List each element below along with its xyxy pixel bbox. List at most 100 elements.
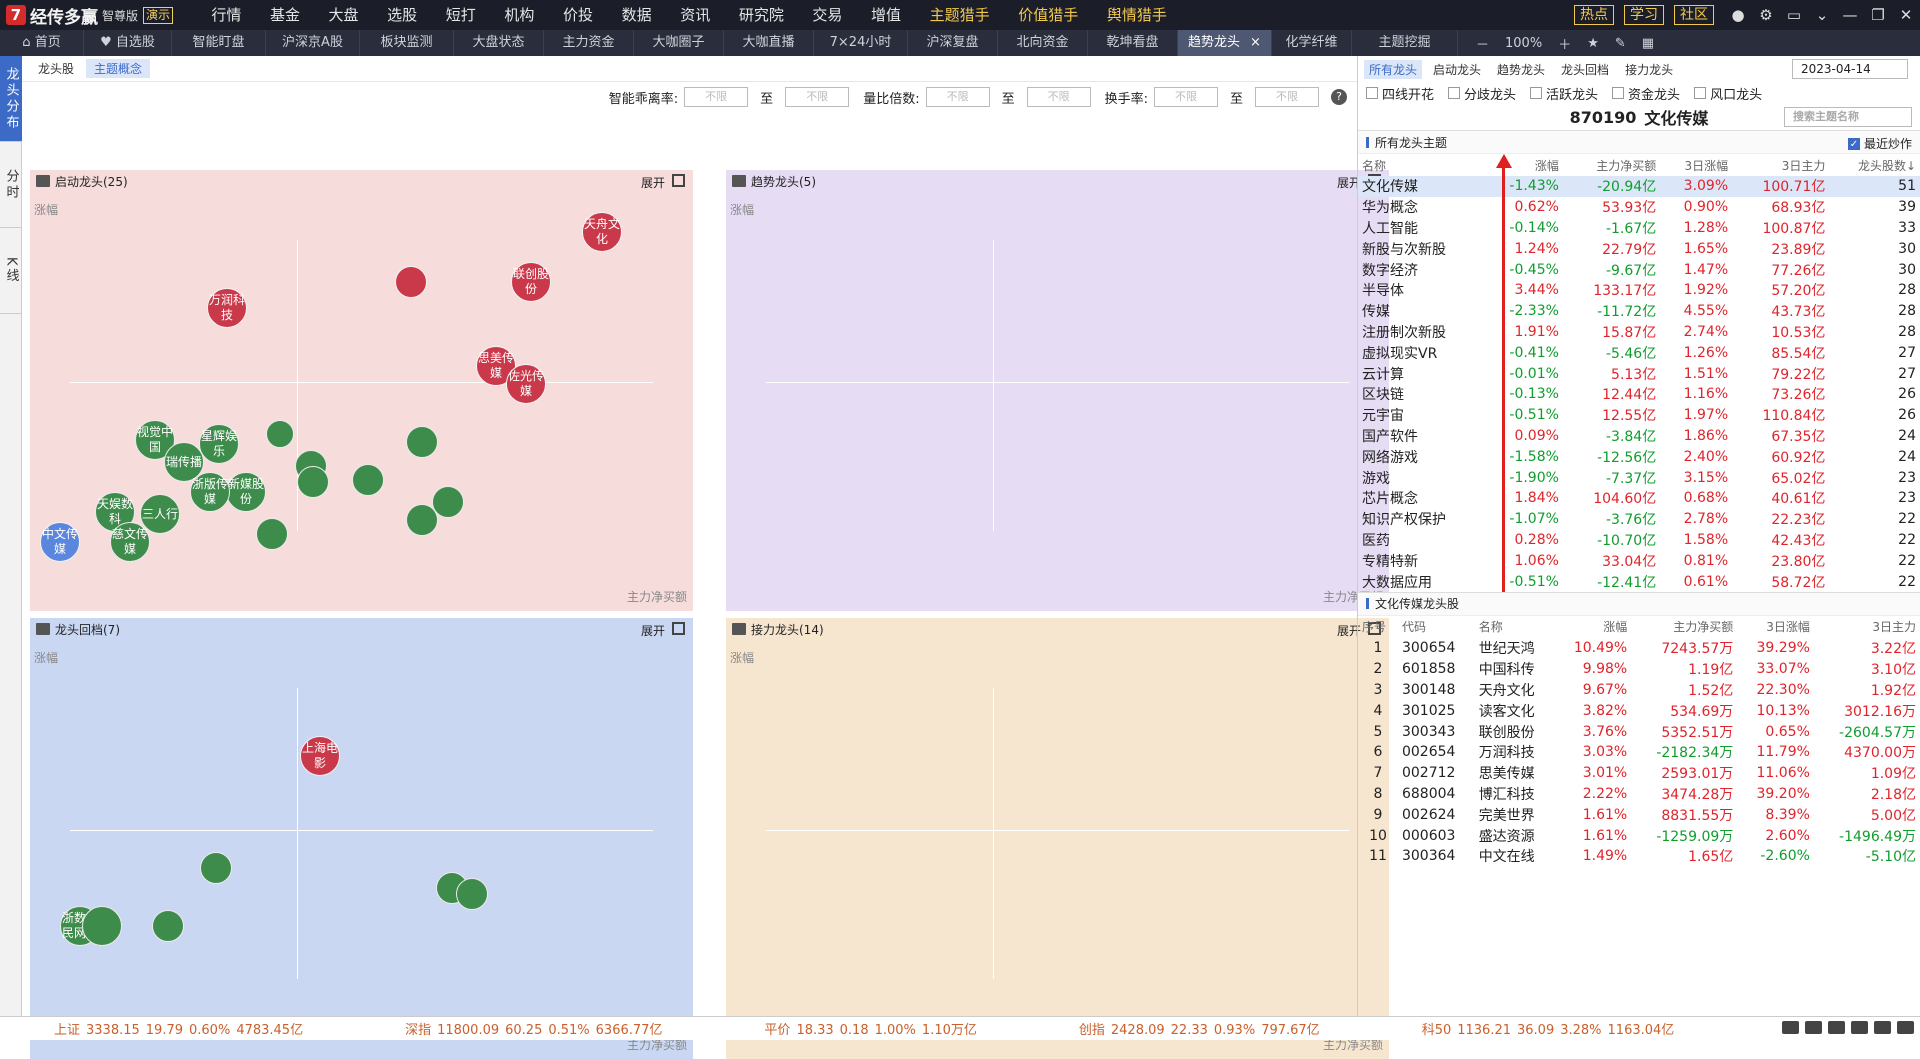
tab-5[interactable]: 大盘状态 bbox=[454, 30, 544, 56]
subtab-theme-concept[interactable]: 主题概念 bbox=[86, 59, 151, 78]
learn-button[interactable]: 学习 bbox=[1624, 5, 1664, 25]
table-row[interactable]: 芯片概念 1.84% 104.60亿 0.68% 40.61亿 23 bbox=[1358, 488, 1920, 509]
table-row[interactable]: 文化传媒 -1.43% -20.94亿 3.09% 100.71亿 51 bbox=[1358, 176, 1920, 197]
table-row[interactable]: 5 300343 联创股份 3.76% 5352.51万 0.65% -2604.57万 bbox=[1358, 721, 1920, 742]
community-button[interactable]: 社区 bbox=[1674, 5, 1714, 25]
tab-12[interactable]: 乾坤看盘 bbox=[1088, 30, 1178, 56]
stock-bubble[interactable] bbox=[256, 518, 288, 550]
filter-checkbox[interactable]: 分歧龙头 bbox=[1448, 84, 1516, 103]
menu-item-hunter[interactable]: 舆情猎手 bbox=[1106, 6, 1167, 24]
stock-bubble[interactable] bbox=[152, 910, 184, 942]
chevron-down-icon[interactable]: ⌄ bbox=[1815, 6, 1829, 24]
stock-bubble[interactable]: 星辉娱乐 bbox=[199, 424, 239, 464]
menu-item[interactable]: 行情 bbox=[211, 6, 242, 24]
table-row[interactable]: 10 000603 盛达资源 1.61% -1259.09万 2.60% -1496.49万 bbox=[1358, 825, 1920, 846]
table-row[interactable]: 6 002654 万润科技 3.03% -2182.34万 11.79% 4370.00万 bbox=[1358, 742, 1920, 763]
checkbox-icon[interactable] bbox=[1694, 87, 1707, 99]
stock-bubble[interactable]: 慈文传媒 bbox=[110, 522, 150, 562]
filter-to-input[interactable]: 不限 bbox=[1026, 87, 1091, 107]
stock-bubble[interactable]: 联创股份 bbox=[511, 262, 551, 302]
stock-bubble[interactable]: 三人行 bbox=[140, 494, 180, 534]
stock-bubble[interactable] bbox=[432, 486, 464, 518]
filter-checkbox[interactable]: 四线开花 bbox=[1366, 84, 1434, 103]
grid-icon[interactable]: ▦ bbox=[1641, 35, 1655, 51]
stock-bubble[interactable] bbox=[406, 426, 438, 458]
checkbox-icon[interactable] bbox=[1612, 87, 1625, 99]
column-header[interactable]: 主力净买额 bbox=[1596, 158, 1657, 173]
index-item[interactable]: 平价 18.33 0.18 1.00% 1.10万亿 bbox=[764, 1019, 982, 1038]
help-icon[interactable]: ? bbox=[1331, 89, 1347, 105]
user-icon[interactable]: ● bbox=[1731, 6, 1745, 24]
table-row[interactable]: 半导体 3.44% 133.17亿 1.92% 57.20亿 28 bbox=[1358, 280, 1920, 301]
stock-bubble[interactable] bbox=[352, 464, 384, 496]
tab-close-icon[interactable]: × bbox=[1250, 35, 1261, 50]
fullscreen-icon[interactable] bbox=[672, 622, 685, 635]
side-tab-leader-distribution[interactable]: 龙头分布 bbox=[0, 56, 22, 142]
restore-icon[interactable]: ❐ bbox=[1871, 6, 1885, 24]
tab-0[interactable]: ⌂ 首页 bbox=[0, 30, 84, 56]
stock-bubble[interactable] bbox=[395, 266, 427, 298]
tab-13[interactable]: 趋势龙头 × bbox=[1178, 30, 1272, 56]
column-header[interactable]: 序号 bbox=[1362, 620, 1387, 635]
expand-button[interactable]: 展开 bbox=[1336, 176, 1361, 190]
tab-6[interactable]: 主力资金 bbox=[544, 30, 634, 56]
tab-4[interactable]: 板块监测 bbox=[360, 30, 454, 56]
side-tab-intraday[interactable]: 分时 bbox=[0, 142, 22, 228]
filter-from-input[interactable]: 不限 bbox=[684, 87, 749, 107]
tab-1[interactable]: ♥ 自选股 bbox=[84, 30, 172, 56]
tab-11[interactable]: 北向资金 bbox=[998, 30, 1088, 56]
menu-item[interactable]: 研究院 bbox=[738, 6, 784, 24]
index-item[interactable]: 创指 2428.09 22.33 0.93% 797.67亿 bbox=[1079, 1019, 1326, 1038]
table-row[interactable]: 新股与次新股 1.24% 22.79亿 1.65% 23.89亿 30 bbox=[1358, 238, 1920, 259]
index-item[interactable]: 深指 11800.09 60.25 0.51% 6366.77亿 bbox=[405, 1019, 668, 1038]
person-icon[interactable] bbox=[1805, 1021, 1822, 1034]
filter-from-input[interactable]: 不限 bbox=[925, 87, 990, 107]
stock-bubble[interactable]: 新媒股份 bbox=[226, 472, 266, 512]
table-row[interactable]: 注册制次新股 1.91% 15.87亿 2.74% 10.53亿 28 bbox=[1358, 322, 1920, 343]
leader-tab[interactable]: 趋势龙头 bbox=[1497, 62, 1546, 77]
leader-tab[interactable]: 接力龙头 bbox=[1625, 62, 1674, 77]
checkbox-icon[interactable] bbox=[1530, 87, 1543, 99]
leader-tab[interactable]: 龙头回档 bbox=[1561, 62, 1610, 77]
filter-checkbox[interactable]: 风口龙头 bbox=[1694, 84, 1762, 103]
table-row[interactable]: 虚拟现实VR -0.41% -5.46亿 1.26% 85.54亿 27 bbox=[1358, 342, 1920, 363]
table-row[interactable]: 4 301025 读客文化 3.82% 534.69万 10.13% 3012.16万 bbox=[1358, 700, 1920, 721]
table-row[interactable]: 华为概念 0.62% 53.93亿 0.90% 68.93亿 39 bbox=[1358, 197, 1920, 218]
column-header[interactable]: 3日涨幅 bbox=[1766, 620, 1810, 635]
table-row[interactable]: 1 300654 世纪天鸿 10.49% 7243.57万 39.29% 3.22亿 bbox=[1358, 638, 1920, 659]
layout-icon[interactable]: ▭ bbox=[1786, 6, 1802, 24]
checkbox-checked-icon[interactable]: ✓ bbox=[1847, 137, 1860, 150]
table-row[interactable]: 医药 0.28% -10.70亿 1.58% 42.43亿 22 bbox=[1358, 530, 1920, 551]
column-header[interactable]: 涨幅 bbox=[1603, 620, 1628, 635]
table-row[interactable]: 7 002712 思美传媒 3.01% 2593.01万 11.06% 1.09亿 bbox=[1358, 763, 1920, 784]
stock-bubble[interactable] bbox=[82, 906, 122, 946]
bell-icon[interactable] bbox=[1851, 1021, 1868, 1034]
column-header[interactable]: 3日涨幅 bbox=[1684, 158, 1729, 173]
column-header[interactable]: 主力净买额 bbox=[1673, 620, 1734, 635]
side-tab-kline[interactable]: K线 bbox=[0, 228, 22, 314]
menu-item[interactable]: 增值 bbox=[871, 6, 902, 24]
theme-search-input[interactable]: 搜索主题名称 bbox=[1784, 107, 1912, 127]
table-row[interactable]: 专精特新 1.06% 33.04亿 0.81% 23.80亿 22 bbox=[1358, 550, 1920, 571]
table-row[interactable]: 元宇宙 -0.51% 12.55亿 1.97% 110.84亿 26 bbox=[1358, 405, 1920, 426]
column-header[interactable]: 龙头股数↓ bbox=[1857, 158, 1916, 173]
menu-item[interactable]: 选股 bbox=[387, 6, 418, 24]
stock-bubble[interactable] bbox=[200, 852, 232, 884]
filter-from-input[interactable]: 不限 bbox=[1153, 87, 1218, 107]
expand-button[interactable]: 展开 bbox=[640, 624, 665, 638]
menu-item-hunter[interactable]: 价值猎手 bbox=[1018, 6, 1079, 24]
table-row[interactable]: 8 688004 博汇科技 2.22% 3474.28万 39.20% 2.18亿 bbox=[1358, 784, 1920, 805]
tab-14[interactable]: 化学纤维 bbox=[1272, 30, 1352, 56]
filter-checkbox[interactable]: 活跃龙头 bbox=[1530, 84, 1598, 103]
tab-15[interactable]: 主题挖掘 bbox=[1352, 30, 1458, 56]
stock-bubble[interactable]: 瑞传播 bbox=[164, 442, 204, 482]
date-picker[interactable]: 2023-04-14 bbox=[1792, 59, 1908, 79]
stock-bubble[interactable]: 佐光传媒 bbox=[506, 364, 546, 404]
menu-item[interactable]: 数据 bbox=[621, 6, 652, 24]
monitor-icon[interactable] bbox=[1874, 1021, 1891, 1034]
table-row[interactable]: 数字经济 -0.45% -9.67亿 1.47% 77.26亿 30 bbox=[1358, 259, 1920, 280]
menu-item[interactable]: 短打 bbox=[445, 6, 476, 24]
table-row[interactable]: 9 002624 完美世界 1.61% 8831.55万 8.39% 5.00亿 bbox=[1358, 804, 1920, 825]
column-header[interactable]: 代码 bbox=[1401, 620, 1426, 635]
hot-button[interactable]: 热点 bbox=[1574, 5, 1614, 25]
